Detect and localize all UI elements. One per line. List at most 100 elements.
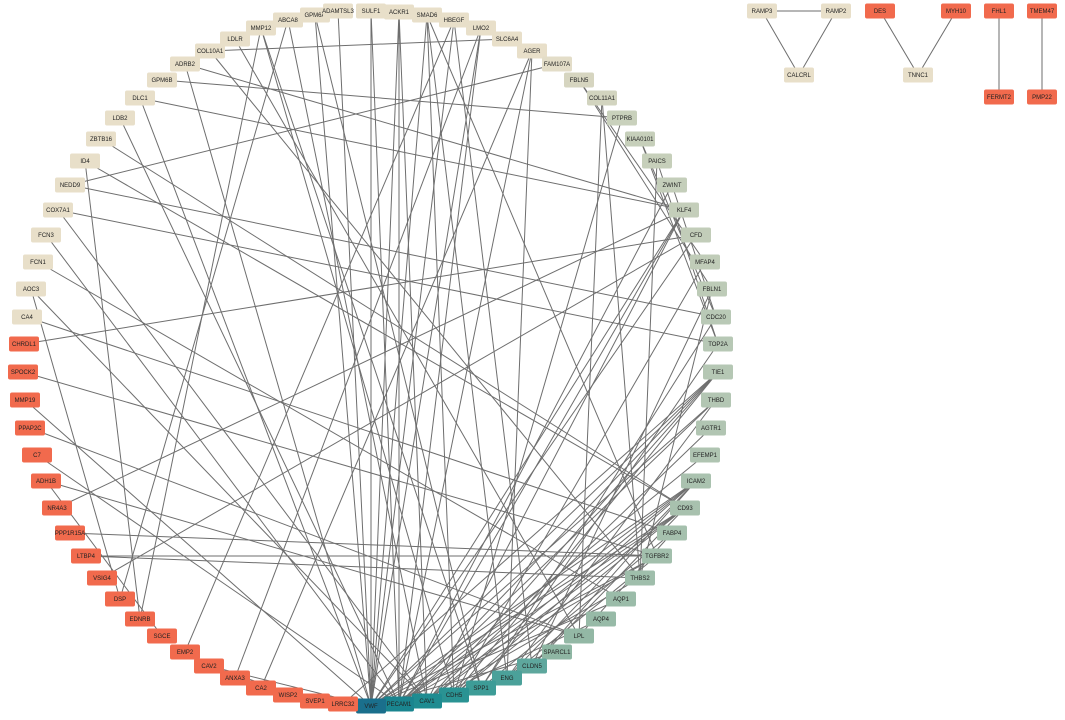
node-kiaa0101[interactable]: KIAA0101 [625, 131, 655, 147]
node-icam2[interactable]: ICAM2 [681, 473, 711, 489]
node-ltbp4[interactable]: LTBP4 [71, 548, 101, 564]
node-emp2[interactable]: EMP2 [170, 644, 200, 660]
node-adrb2[interactable]: ADRB2 [170, 56, 200, 72]
node-fabp4[interactable]: FABP4 [657, 525, 687, 541]
node-pmp22[interactable]: PMP22 [1027, 89, 1057, 105]
node-smad6[interactable]: SMAD6 [412, 7, 442, 23]
node-anxa3[interactable]: ANXA3 [220, 670, 250, 686]
node-ldlr[interactable]: LDLR [220, 31, 250, 47]
node-agtr1[interactable]: AGTR1 [696, 420, 726, 436]
node-col11a1[interactable]: COL11A1 [587, 90, 617, 106]
node-label: THBS2 [630, 576, 650, 582]
node-adh1b[interactable]: ADH1B [31, 473, 61, 489]
node-zwint[interactable]: ZWINT [657, 177, 687, 193]
node-zbtb16[interactable]: ZBTB16 [86, 131, 116, 147]
node-ldb2[interactable]: LDB2 [105, 110, 135, 126]
node-cdc20[interactable]: CDC20 [701, 309, 731, 325]
node-klf4[interactable]: KLF4 [669, 202, 699, 218]
node-cd93[interactable]: CD93 [670, 500, 700, 516]
node-tnnc1[interactable]: TNNC1 [903, 67, 933, 83]
node-vsig4[interactable]: VSIG4 [87, 570, 117, 586]
node-ca2[interactable]: CA2 [246, 680, 276, 696]
node-dsp[interactable]: DSP [105, 591, 135, 607]
node-box [273, 687, 303, 703]
node-fbln5[interactable]: FBLN5 [564, 72, 594, 88]
node-fcn1[interactable]: FCN1 [23, 254, 53, 270]
node-ager[interactable]: AGER [517, 43, 547, 59]
node-box [323, 3, 353, 19]
node-tmem47[interactable]: TMEM47 [1027, 3, 1057, 19]
node-aoc3[interactable]: AOC3 [16, 281, 46, 297]
node-cfd[interactable]: CFD [681, 227, 711, 243]
node-ackr1[interactable]: ACKR1 [384, 4, 414, 20]
node-ppap2c[interactable]: PPAP2C [15, 420, 45, 436]
node-thbs2[interactable]: THBS2 [625, 570, 655, 586]
node-svep1[interactable]: SVEP1 [300, 693, 330, 709]
node-label: ZWINT [663, 183, 682, 189]
node-slc6a4[interactable]: SLC6A4 [492, 31, 522, 47]
node-box [412, 7, 442, 23]
node-cox7a1[interactable]: COX7A1 [43, 202, 73, 218]
node-nr4a3[interactable]: NR4A3 [42, 500, 72, 516]
node-nedd9[interactable]: NEDD9 [55, 177, 85, 193]
node-tie1[interactable]: TIE1 [703, 364, 733, 380]
node-ramp3[interactable]: RAMP3 [747, 3, 777, 19]
node-col10a1[interactable]: COL10A1 [195, 43, 225, 59]
node-efemp1[interactable]: EFEMP1 [690, 447, 720, 463]
node-ptprb[interactable]: PTPRB [607, 110, 637, 126]
node-box [220, 31, 250, 47]
node-fam107a[interactable]: FAM107A [542, 56, 572, 72]
node-lmo2[interactable]: LMO2 [466, 20, 496, 36]
edge-cdc20-nedd9 [69, 184, 717, 318]
node-aqp1[interactable]: AQP1 [606, 591, 636, 607]
node-paics[interactable]: PAICS [642, 153, 672, 169]
node-label: FHL1 [992, 9, 1007, 15]
node-id4[interactable]: ID4 [70, 153, 100, 169]
node-fbln1[interactable]: FBLN1 [697, 281, 727, 297]
node-sparcl1[interactable]: SPARCL1 [542, 644, 572, 660]
node-fhl1[interactable]: FHL1 [984, 3, 1014, 19]
node-label: SPARCL1 [544, 650, 572, 656]
node-spp1[interactable]: SPP1 [466, 680, 496, 696]
node-ppp1r15a[interactable]: PPP1R15A [55, 525, 85, 541]
node-aqp4[interactable]: AQP4 [586, 611, 616, 627]
node-lpl[interactable]: LPL [564, 628, 594, 644]
node-chrdl1[interactable]: CHRDL1 [9, 336, 39, 352]
node-mmp19[interactable]: MMP19 [10, 392, 40, 408]
node-label: CAV1 [419, 699, 435, 705]
node-abca8[interactable]: ABCA8 [273, 12, 303, 28]
node-sulf1[interactable]: SULF1 [356, 3, 386, 19]
node-ca4[interactable]: CA4 [12, 309, 42, 325]
node-ednrb[interactable]: EDNRB [125, 611, 155, 627]
node-cav1[interactable]: CAV1 [412, 693, 442, 709]
node-adamtsl3[interactable]: ADAMTSL3 [322, 3, 354, 19]
node-sgce[interactable]: SGCE [147, 628, 177, 644]
node-mfap4[interactable]: MFAP4 [690, 254, 720, 270]
node-vwf[interactable]: VWF [356, 698, 386, 714]
node-mmp12[interactable]: MMP12 [246, 20, 276, 36]
node-fermt2[interactable]: FERMT2 [984, 89, 1014, 105]
node-lrrc32[interactable]: LRRC32 [328, 696, 358, 712]
node-c7[interactable]: C7 [22, 447, 52, 463]
node-ramp2[interactable]: RAMP2 [821, 3, 851, 19]
node-box [564, 72, 594, 88]
node-spock2[interactable]: SPOCK2 [8, 364, 38, 380]
node-wisp2[interactable]: WISP2 [273, 687, 303, 703]
node-cldn5[interactable]: CLDN5 [517, 658, 547, 674]
node-cav2[interactable]: CAV2 [194, 658, 224, 674]
node-box [903, 67, 933, 83]
node-eng[interactable]: ENG [492, 670, 522, 686]
node-des[interactable]: DES [865, 3, 895, 19]
node-tgfbr2[interactable]: TGFBR2 [642, 548, 672, 564]
node-top2a[interactable]: TOP2A [703, 336, 733, 352]
node-calcrl[interactable]: CALCRL [784, 67, 814, 83]
node-hbegf[interactable]: HBEGF [439, 12, 469, 28]
node-cdh5[interactable]: CDH5 [439, 687, 469, 703]
node-thbd[interactable]: THBD [701, 392, 731, 408]
node-fcn3[interactable]: FCN3 [31, 227, 61, 243]
node-dlc1[interactable]: DLC1 [125, 90, 155, 106]
node-gpm6b[interactable]: GPM6B [147, 72, 177, 88]
node-pecam1[interactable]: PECAM1 [384, 696, 414, 712]
node-gpm6a[interactable]: GPM6A [300, 7, 330, 23]
node-myh10[interactable]: MYH10 [941, 3, 971, 19]
